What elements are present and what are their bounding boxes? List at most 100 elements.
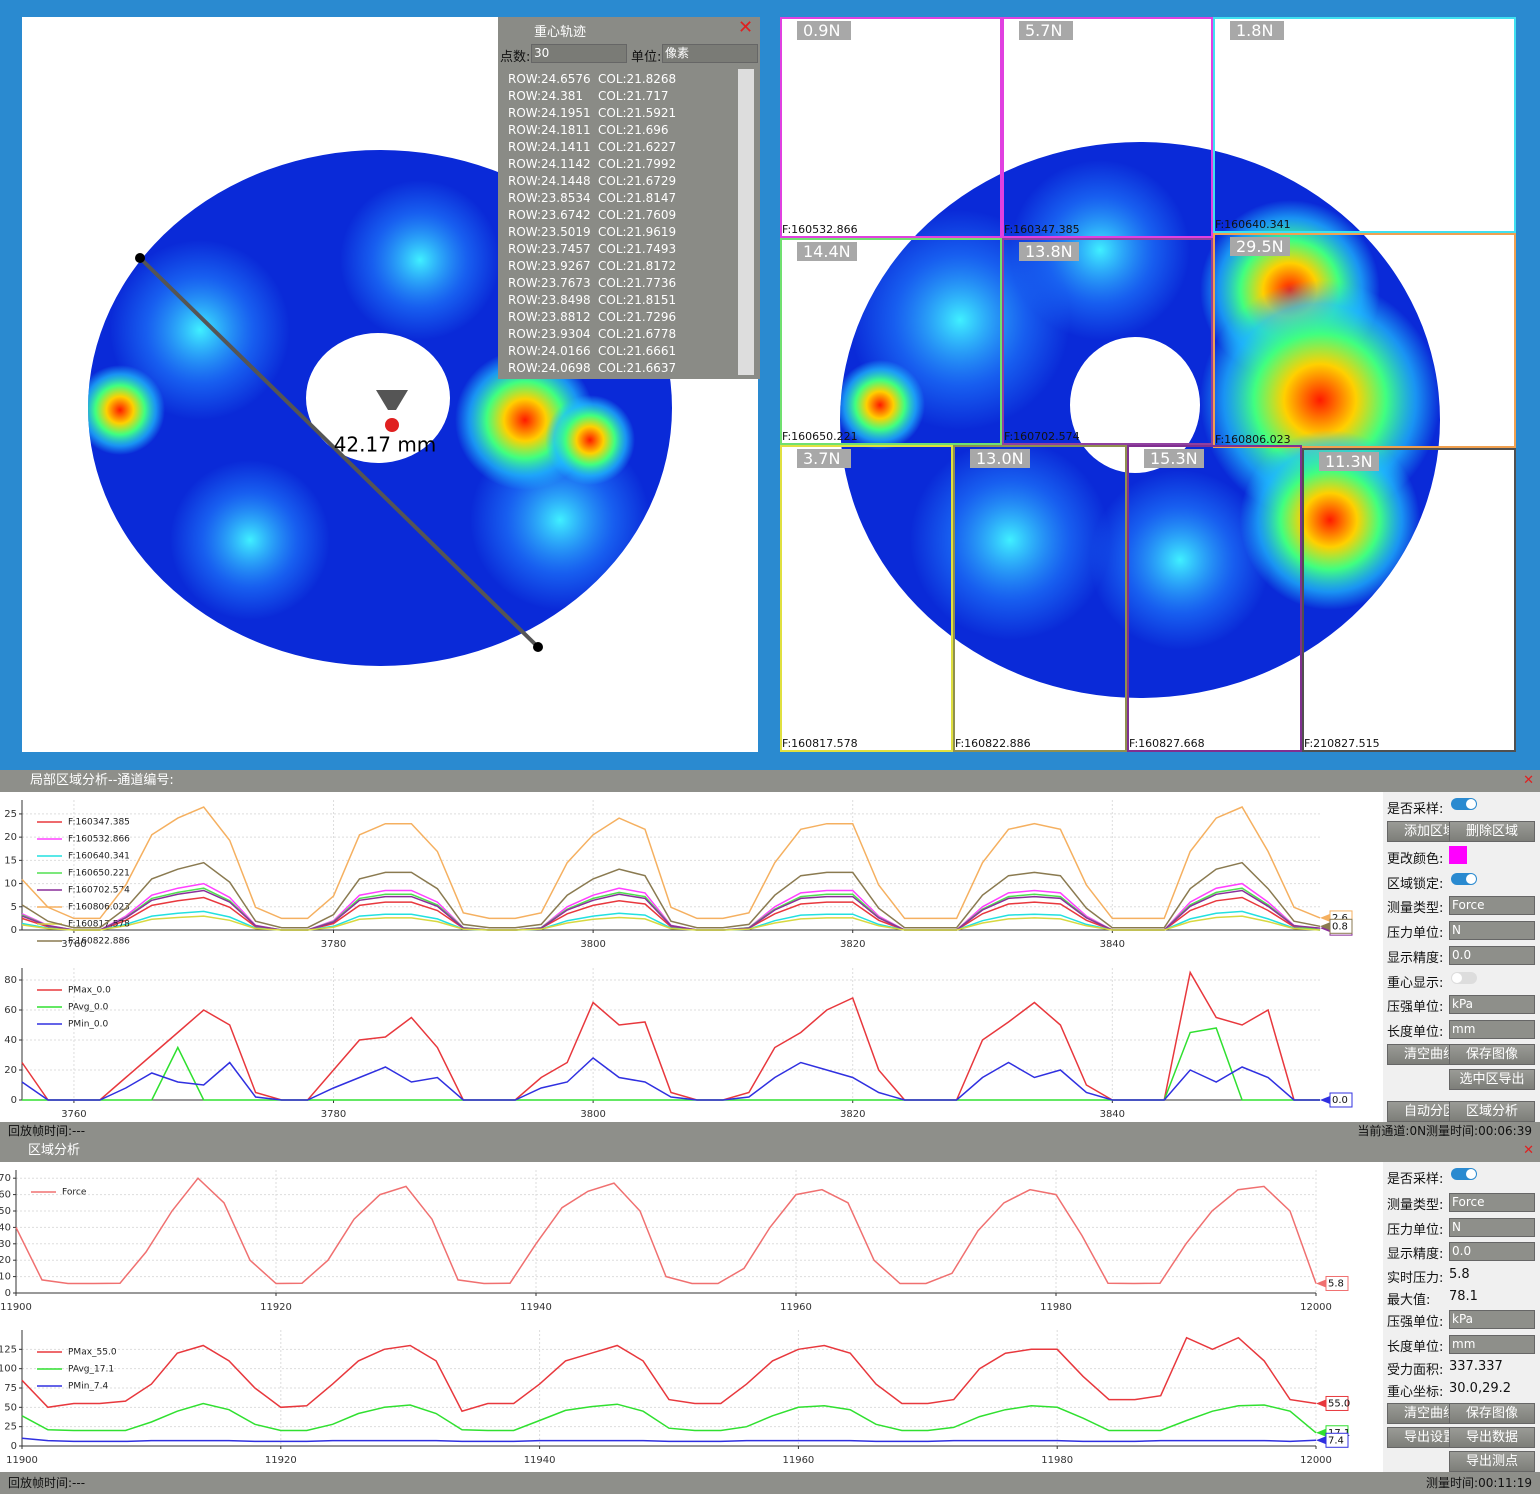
x-tick-label: 12000: [1300, 1302, 1332, 1313]
label: 实时压力:: [1387, 1271, 1444, 1286]
y-tick-label: 50: [4, 1402, 17, 1413]
end-label-arrow: [1316, 1399, 1326, 1408]
select[interactable]: kPa: [1449, 995, 1535, 1014]
region-force: 3.7N: [797, 449, 851, 468]
value: 5.8: [1449, 1267, 1470, 1282]
legend-label: PMax_55.0: [68, 1348, 117, 1358]
select[interactable]: kPa: [1449, 1310, 1535, 1329]
end-label-arrow: [1320, 1096, 1330, 1104]
status-bar: 回放帧时间:--- 测量时间:00:11:19: [0, 1472, 1540, 1494]
value: 337.337: [1449, 1359, 1503, 1374]
y-tick-label: 80: [4, 975, 17, 986]
region-force: 13.8N: [1019, 242, 1079, 261]
x-tick-label: 3760: [61, 1109, 86, 1120]
col-value: COL:21.7493: [598, 242, 677, 256]
y-tick-label: 70: [0, 1173, 11, 1184]
legend-label: PAvg_0.0: [68, 1003, 109, 1013]
close-button[interactable]: ✕: [738, 17, 754, 38]
col-value: COL:21.717: [598, 89, 669, 103]
control-panel: 是否采样: 添加区域 删除区域 更改颜色: 区域锁定: 测量类型: Force 压力…: [1383, 792, 1540, 1122]
series-line: [21, 1437, 1317, 1443]
select[interactable]: Force: [1449, 896, 1535, 915]
label: 压强单位:: [1387, 1000, 1444, 1015]
region-force: 11.3N: [1319, 452, 1379, 471]
chart: 0 25 50 75 100 125 11900 11920 11940 11960 11980 12…: [0, 1330, 1350, 1466]
label: 受力面积:: [1387, 1363, 1444, 1378]
select[interactable]: 0.0: [1449, 946, 1535, 965]
unit-select[interactable]: 像素: [662, 44, 758, 63]
color-swatch[interactable]: [1449, 846, 1467, 864]
row-value: ROW:23.6742: [508, 208, 591, 222]
col-value: COL:21.6661: [598, 344, 677, 358]
chart: 0 20 40 60 80 3760 3780 3800 3820 3840 PMax_0.0 PAv…: [4, 968, 1353, 1120]
toggle[interactable]: [1451, 798, 1477, 810]
toggle[interactable]: [1451, 873, 1477, 885]
region[interactable]: 11.3N F:210827.515: [1302, 448, 1516, 752]
popup-title: 重心轨迹: [534, 25, 587, 40]
series-line: [21, 915, 1321, 931]
row-value: ROW:24.0698: [508, 361, 591, 375]
x-tick-label: 3780: [321, 1109, 346, 1120]
region[interactable]: 15.3N F:160827.668: [1127, 445, 1302, 752]
col-value: COL:21.5921: [598, 106, 677, 120]
region[interactable]: 13.8N F:160702.574: [1002, 238, 1213, 445]
button[interactable]: 导出数据: [1449, 1427, 1535, 1448]
label: 更改颜色:: [1387, 852, 1444, 867]
col-value: COL:21.8172: [598, 259, 677, 273]
button[interactable]: 区域分析: [1449, 1101, 1535, 1122]
select[interactable]: N: [1449, 1218, 1535, 1237]
region[interactable]: 3.7N F:160817.578: [780, 445, 953, 752]
y-tick-label: 10: [0, 1272, 11, 1283]
label: 最大值:: [1387, 1293, 1431, 1308]
button[interactable]: 选中区导出: [1449, 1069, 1535, 1090]
region[interactable]: 13.0N F:160822.886: [953, 445, 1127, 752]
end-label: 0.0: [1332, 1095, 1348, 1106]
region[interactable]: 5.7N F:160347.385: [1002, 17, 1213, 238]
select[interactable]: Force: [1449, 1193, 1535, 1212]
col-value: COL:21.7609: [598, 208, 677, 222]
legend-label: F:160702.574: [68, 886, 130, 896]
x-tick-label: 3840: [1100, 1109, 1125, 1120]
select[interactable]: N: [1449, 921, 1535, 940]
row-value: ROW:24.1951: [508, 106, 591, 120]
select[interactable]: 0.0: [1449, 1242, 1535, 1261]
button[interactable]: 保存图像: [1449, 1044, 1535, 1065]
col-value: COL:21.8268: [598, 72, 677, 86]
series-line: [21, 861, 1321, 929]
measure-label: 42.17 mm: [334, 433, 437, 457]
panel-title: 区域分析: [28, 1143, 81, 1158]
label: 长度单位:: [1387, 1025, 1444, 1040]
toggle[interactable]: [1451, 972, 1477, 984]
region[interactable]: 0.9N F:160532.866: [780, 17, 1002, 238]
select[interactable]: mm: [1449, 1020, 1535, 1039]
region[interactable]: 1.8N F:160640.341: [1213, 17, 1516, 233]
region-id: F:160640.341: [1215, 218, 1291, 231]
region-id: F:210827.515: [1304, 737, 1380, 750]
button[interactable]: 删除区域: [1449, 821, 1535, 842]
label: 显示精度:: [1387, 1247, 1444, 1262]
select[interactable]: mm: [1449, 1335, 1535, 1354]
toggle[interactable]: [1451, 1168, 1477, 1180]
region[interactable]: 14.4N F:160650.221: [780, 238, 1002, 445]
row-value: ROW:24.1411: [508, 140, 591, 154]
y-tick-label: 30: [0, 1239, 11, 1250]
label: 重心坐标:: [1387, 1385, 1444, 1400]
x-tick-label: 3840: [1100, 939, 1125, 950]
region[interactable]: 29.5N F:160806.023: [1213, 233, 1516, 448]
button[interactable]: 导出测点: [1449, 1451, 1535, 1472]
y-tick-label: 0: [11, 925, 17, 936]
scrollbar[interactable]: [738, 69, 754, 375]
close-button[interactable]: ✕: [1523, 773, 1534, 788]
x-tick-label: 3820: [840, 1109, 865, 1120]
y-tick-label: 125: [0, 1344, 17, 1355]
close-button[interactable]: ✕: [1523, 1143, 1534, 1158]
end-label: 0.8: [1332, 921, 1348, 932]
button[interactable]: 保存图像: [1449, 1403, 1535, 1424]
legend-label: PMin_0.0: [68, 1020, 108, 1030]
col-value: COL:21.8151: [598, 293, 677, 307]
x-tick-label: 3820: [840, 939, 865, 950]
status-right: 当前通道:0N测量时间:00:06:39: [1357, 1124, 1532, 1138]
points-input[interactable]: 30: [531, 44, 627, 63]
label: 是否采样:: [1387, 802, 1444, 817]
